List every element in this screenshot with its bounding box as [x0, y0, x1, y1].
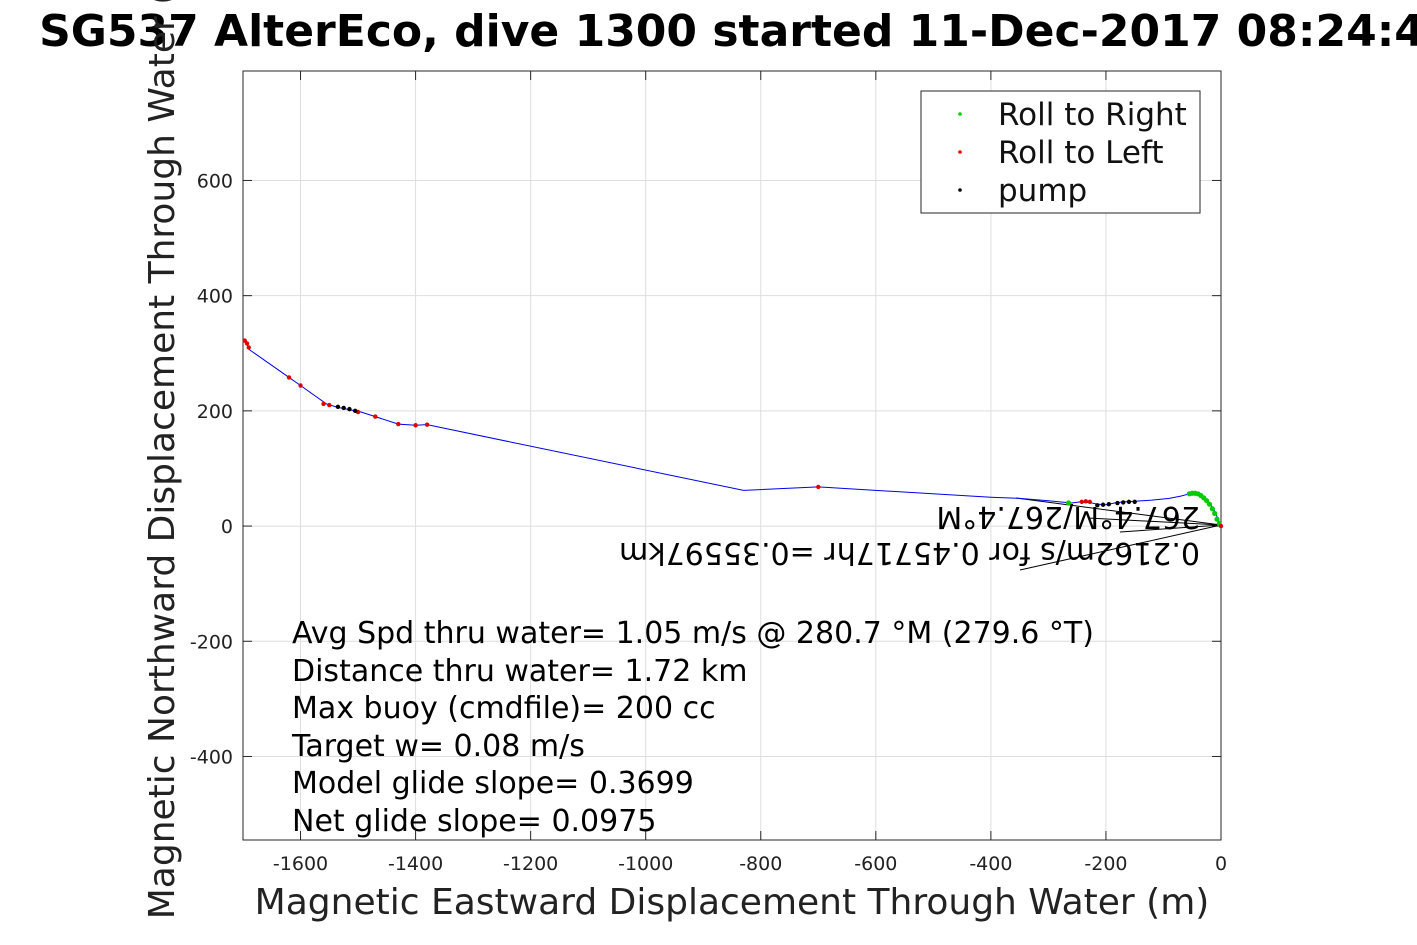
axis-ticks: -1600 -1400 -1200 -1000 -800 -600 -400 -200 0 -40…: [190, 71, 1227, 875]
point-pump: [347, 406, 352, 412]
y-tick-label: -200: [190, 631, 233, 653]
y-tick-label: -400: [190, 746, 233, 768]
annotation-target-w: Target w= 0.08 m/s: [291, 729, 585, 764]
current-vector-lines: [1015, 497, 1222, 571]
x-tick-label: -1600: [273, 853, 328, 875]
point-pump: [1115, 500, 1120, 506]
chart-title: SG537 AlterEco, dive 1300 started 11-Dec…: [39, 6, 1417, 57]
point-roll-to-left: [373, 414, 378, 419]
data-series: [242, 338, 1224, 529]
point-pump: [1126, 499, 1132, 505]
current-vector-line-middle: [1087, 517, 1222, 526]
point-roll-to-right: [1212, 510, 1218, 516]
point-roll-to-left: [1083, 499, 1089, 504]
point-pump: [352, 408, 358, 414]
point-pump: [335, 404, 341, 410]
x-tick-label: 0: [1215, 853, 1227, 875]
point-pump: [341, 405, 346, 411]
x-tick-label: -800: [739, 853, 782, 875]
flipped-label-speed: 0.2162m/s for 0.45717hr =0.35597km: [619, 535, 1200, 570]
annotation-net-glide: Net glide slope= 0.0975: [292, 804, 656, 839]
x-tick-label: -200: [1084, 853, 1127, 875]
point-roll-to-left: [242, 338, 247, 343]
point-roll-to-left: [327, 402, 332, 408]
x-tick-label: -600: [854, 853, 897, 875]
point-roll-to-left: [321, 401, 326, 407]
annotation-block: Avg Spd thru water= 1.05 m/s @ 280.7 °M …: [291, 616, 1094, 839]
x-tick-label: -1000: [618, 853, 673, 875]
y-tick-label: 400: [197, 286, 233, 308]
legend-marker-roll-left: [958, 150, 962, 154]
point-pump: [1106, 501, 1112, 507]
y-axis-label: Magnetic Northward Displacement Through …: [142, 0, 183, 919]
annotation-distance: Distance thru water= 1.72 km: [292, 654, 747, 689]
x-tick-label: -400: [969, 853, 1012, 875]
flipped-label-heading: 267.4°M/267.4°M: [936, 499, 1200, 534]
x-tick-label: -1400: [388, 853, 443, 875]
point-pump: [1132, 499, 1137, 505]
point-roll-to-left: [286, 375, 292, 380]
point-roll-to-left: [298, 383, 303, 388]
point-roll-to-right: [1206, 501, 1213, 507]
point-roll-to-left: [246, 345, 251, 350]
point-roll-to-left: [424, 422, 430, 427]
point-roll-to-left: [1079, 499, 1084, 505]
legend-box: [920, 90, 1201, 214]
series-line-track: [245, 341, 1222, 527]
legend: Roll to Right Roll to Left pump: [920, 90, 1201, 214]
legend-label-pump: pump: [998, 173, 1087, 209]
point-pump: [1121, 500, 1126, 505]
y-tick-label: 0: [221, 516, 233, 538]
point-roll-to-left: [1218, 523, 1224, 529]
x-axis-label: Magnetic Eastward Displacement Through W…: [255, 882, 1210, 923]
y-tick-label: 600: [197, 170, 233, 192]
annotation-max-buoy: Max buoy (cmdfile)= 200 cc: [292, 691, 716, 726]
point-roll-to-left: [396, 421, 401, 427]
point-roll-to-right: [1065, 500, 1072, 506]
point-roll-to-left: [1087, 499, 1093, 505]
y-tick-label: 200: [197, 401, 233, 423]
legend-label-roll-right: Roll to Right: [998, 97, 1187, 133]
point-roll-to-left: [816, 484, 821, 490]
annotation-model-glide: Model glide slope= 0.3699: [292, 766, 694, 801]
current-vector-line-lower2: [1119, 524, 1222, 533]
plot-area-frame: [242, 70, 1222, 841]
current-vector-line-upper: [1015, 497, 1222, 526]
point-roll-to-right: [1214, 516, 1220, 522]
current-vector-line-lower: [1019, 524, 1222, 571]
x-tick-label: -1200: [503, 853, 558, 875]
legend-marker-roll-right: [958, 112, 962, 116]
flipped-label-group: 0.2162m/s for 0.45717hr =0.35597km 267.4…: [619, 499, 1200, 570]
point-roll-to-right: [1209, 506, 1215, 512]
legend-marker-pump: [958, 188, 962, 192]
point-pump: [1095, 503, 1100, 508]
point-pump: [1100, 502, 1106, 507]
annotation-avg-speed: Avg Spd thru water= 1.05 m/s @ 280.7 °M …: [292, 616, 1094, 651]
grid: [243, 71, 1222, 840]
point-roll-to-left: [413, 423, 418, 428]
point-roll-to-right: [1186, 491, 1192, 497]
legend-label-roll-left: Roll to Left: [998, 135, 1164, 171]
